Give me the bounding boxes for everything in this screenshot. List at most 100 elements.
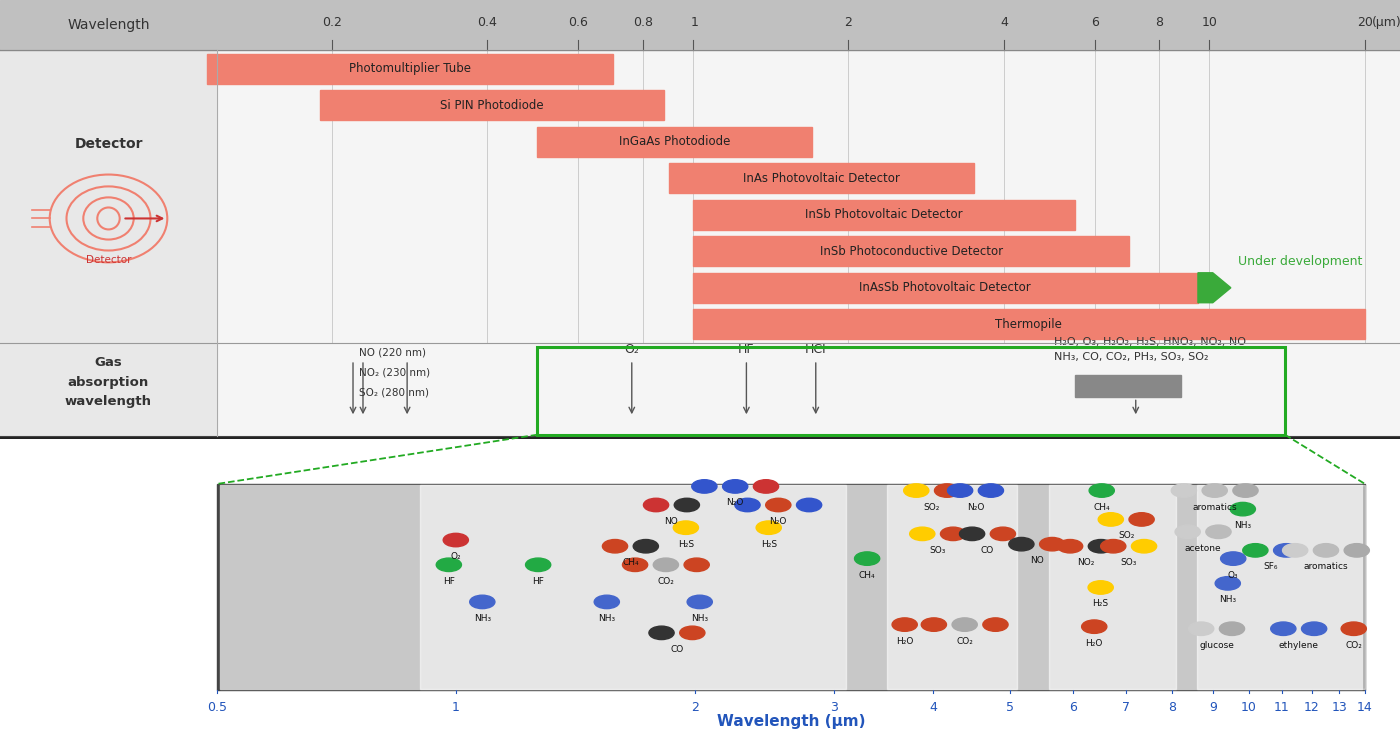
Text: CO: CO bbox=[981, 546, 994, 555]
Text: Wavelength (μm): Wavelength (μm) bbox=[717, 714, 865, 729]
Text: O₂: O₂ bbox=[451, 552, 461, 561]
Text: 0.5: 0.5 bbox=[207, 700, 227, 714]
Text: NO (220 nm): NO (220 nm) bbox=[358, 348, 426, 358]
Ellipse shape bbox=[675, 498, 700, 511]
Text: aromatics: aromatics bbox=[1193, 503, 1238, 511]
Ellipse shape bbox=[1131, 539, 1156, 553]
Text: HCl: HCl bbox=[805, 342, 826, 356]
Ellipse shape bbox=[753, 480, 778, 493]
Ellipse shape bbox=[1089, 484, 1114, 497]
Ellipse shape bbox=[644, 498, 669, 511]
Bar bbox=[207, 54, 613, 83]
Ellipse shape bbox=[1057, 539, 1082, 553]
Ellipse shape bbox=[1344, 544, 1369, 557]
Text: HF: HF bbox=[738, 342, 755, 356]
Ellipse shape bbox=[1215, 576, 1240, 590]
Ellipse shape bbox=[756, 521, 781, 534]
Ellipse shape bbox=[910, 527, 935, 540]
Text: 1: 1 bbox=[687, 16, 699, 30]
Ellipse shape bbox=[1243, 544, 1268, 557]
Text: H₂O: H₂O bbox=[896, 637, 913, 646]
Text: Detector: Detector bbox=[85, 255, 132, 265]
Ellipse shape bbox=[1341, 622, 1366, 635]
Text: NH₃: NH₃ bbox=[1219, 596, 1236, 604]
Ellipse shape bbox=[1203, 484, 1228, 497]
Text: NH₃, CO, CO₂, PH₃, SO₃, SO₂: NH₃, CO, CO₂, PH₃, SO₃, SO₂ bbox=[1054, 352, 1208, 362]
Text: absorption: absorption bbox=[67, 376, 150, 388]
Text: O₂: O₂ bbox=[624, 342, 640, 356]
Ellipse shape bbox=[444, 534, 469, 547]
Ellipse shape bbox=[437, 558, 462, 571]
Ellipse shape bbox=[1100, 539, 1126, 553]
Ellipse shape bbox=[1302, 622, 1327, 635]
Text: aromatics: aromatics bbox=[1303, 562, 1348, 571]
Ellipse shape bbox=[654, 558, 679, 571]
Text: NO: NO bbox=[1030, 556, 1043, 565]
Ellipse shape bbox=[470, 595, 496, 609]
Text: SF₆: SF₆ bbox=[1264, 562, 1278, 571]
Ellipse shape bbox=[1088, 539, 1113, 553]
Text: 0.2: 0.2 bbox=[322, 16, 342, 30]
Bar bbox=[0, 50, 217, 439]
Text: 0.6: 0.6 bbox=[568, 16, 588, 30]
Text: 6: 6 bbox=[1091, 16, 1099, 30]
Ellipse shape bbox=[1271, 622, 1296, 635]
Ellipse shape bbox=[722, 480, 748, 493]
Text: InAs Photovoltaic Detector: InAs Photovoltaic Detector bbox=[743, 172, 900, 184]
Ellipse shape bbox=[650, 626, 675, 640]
Text: ethylene: ethylene bbox=[1278, 641, 1319, 649]
Text: 20: 20 bbox=[1357, 16, 1373, 30]
Bar bbox=[693, 273, 1198, 303]
Bar bbox=[538, 127, 812, 156]
Text: 8: 8 bbox=[1155, 16, 1163, 30]
Text: 7: 7 bbox=[1123, 700, 1130, 714]
Text: InSb Photovoltaic Detector: InSb Photovoltaic Detector bbox=[805, 208, 963, 221]
Ellipse shape bbox=[1098, 513, 1123, 526]
Ellipse shape bbox=[1128, 513, 1154, 526]
Text: NO: NO bbox=[665, 517, 679, 526]
Bar bbox=[888, 485, 1018, 689]
Text: NH₃: NH₃ bbox=[473, 614, 491, 623]
Ellipse shape bbox=[692, 480, 717, 493]
Text: CH₄: CH₄ bbox=[858, 570, 875, 579]
Text: 11: 11 bbox=[1274, 700, 1289, 714]
Ellipse shape bbox=[1274, 544, 1299, 557]
Bar bbox=[217, 50, 1400, 439]
Ellipse shape bbox=[990, 527, 1015, 540]
Text: O₃: O₃ bbox=[1228, 570, 1239, 579]
Text: Si PIN Photodiode: Si PIN Photodiode bbox=[440, 99, 545, 111]
Ellipse shape bbox=[1282, 544, 1308, 557]
Ellipse shape bbox=[934, 484, 959, 497]
Ellipse shape bbox=[1082, 620, 1107, 633]
FancyArrow shape bbox=[1198, 273, 1231, 303]
Ellipse shape bbox=[941, 527, 966, 540]
Text: 2: 2 bbox=[690, 700, 699, 714]
Text: NH₃: NH₃ bbox=[1235, 521, 1252, 530]
Text: 9: 9 bbox=[1208, 700, 1217, 714]
Text: CO₂: CO₂ bbox=[1345, 641, 1362, 649]
Text: 2: 2 bbox=[844, 16, 853, 30]
Text: HF: HF bbox=[442, 577, 455, 586]
Text: N₂O: N₂O bbox=[770, 517, 787, 526]
Text: NH₃: NH₃ bbox=[598, 614, 616, 623]
Text: Under development: Under development bbox=[1238, 255, 1362, 269]
Text: H₂S: H₂S bbox=[760, 539, 777, 548]
Text: (μm): (μm) bbox=[1372, 16, 1400, 30]
Text: SO₃: SO₃ bbox=[930, 546, 946, 555]
Text: 0.4: 0.4 bbox=[477, 16, 497, 30]
Ellipse shape bbox=[766, 498, 791, 511]
Ellipse shape bbox=[797, 498, 822, 511]
Text: H₂S: H₂S bbox=[678, 539, 694, 548]
Text: H₂O: H₂O bbox=[1085, 638, 1103, 648]
Ellipse shape bbox=[680, 626, 706, 640]
Ellipse shape bbox=[1009, 537, 1035, 551]
Text: SO₃: SO₃ bbox=[1120, 558, 1137, 568]
Ellipse shape bbox=[1040, 537, 1065, 551]
Text: CH₄: CH₄ bbox=[1093, 503, 1110, 511]
Text: 0.8: 0.8 bbox=[633, 16, 652, 30]
Bar bbox=[669, 163, 974, 193]
Ellipse shape bbox=[623, 558, 648, 571]
Bar bbox=[693, 309, 1365, 339]
Ellipse shape bbox=[952, 618, 977, 631]
Ellipse shape bbox=[735, 498, 760, 511]
